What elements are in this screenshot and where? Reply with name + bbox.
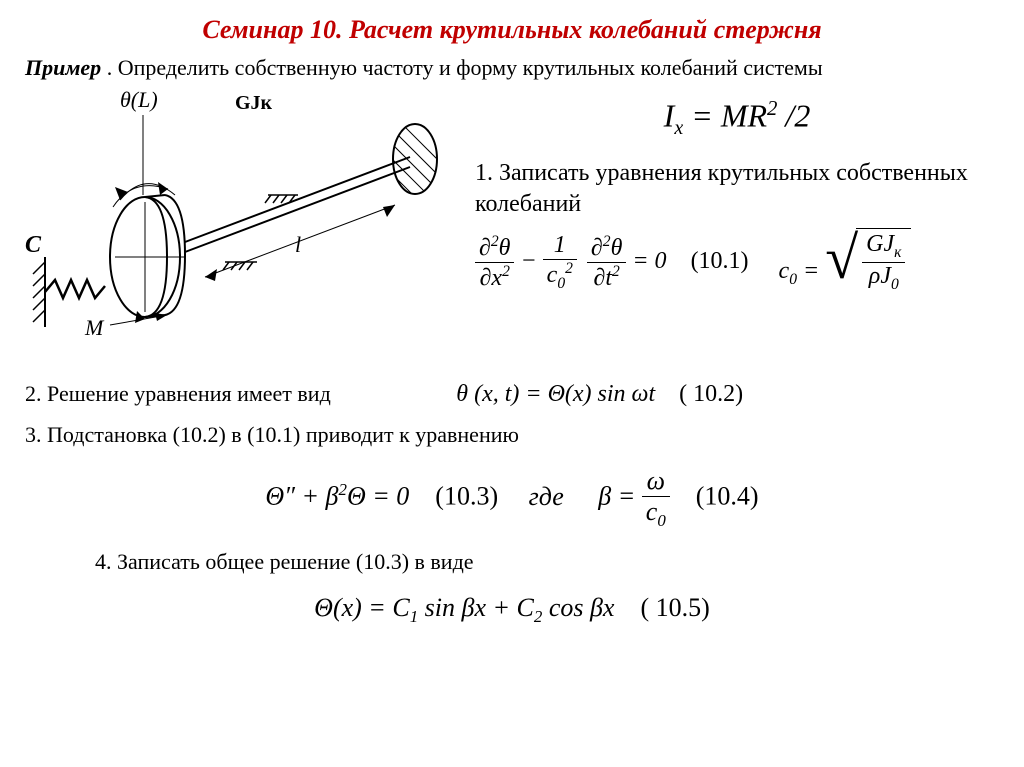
equation-c0: c0 = √ GJк ρJ0 [779,228,912,296]
inertia-equation: Ix = MR2 /2 [475,97,999,140]
step-3-line: 3. Подстановка (10.2) в (10.1) приводит … [25,422,999,448]
page-title: Семинар 10. Расчет крутильных колебаний … [25,15,999,45]
step-1-text: 1. Записать уравнения крутильных собстве… [475,158,999,220]
example-text: . Определить собственную частоту и форму… [101,55,822,80]
equation-10-1: ∂2θ ∂x2 − 1 c02 ∂2θ ∂t2 = 0 (10.1) [475,232,749,293]
diagram-svg: l M [25,87,455,367]
svg-text:M: M [84,315,105,340]
example-bold: Пример [25,55,101,80]
example-line: Пример . Определить собственную частоту … [25,55,999,81]
step-2-line: 2. Решение уравнения имеет вид θ (x, t) … [25,381,999,408]
theta-L-label: θ(L) [120,87,158,113]
equation-10-1-row: ∂2θ ∂x2 − 1 c02 ∂2θ ∂t2 = 0 (10.1) c0 = [475,228,999,296]
step-4-line: 4. Записать общее решение (10.3) в виде [95,549,999,575]
equation-10-5: Θ(x) = C1 sin βx + C2 cos βx ( 10.5) [25,593,999,627]
equation-10-2: θ (x, t) = Θ(x) sin ωt ( 10.2) [456,381,743,407]
GJk-label: GJк [235,92,272,115]
diagram-and-equations-row: θ(L) GJк C [25,87,999,367]
equations-10-3-10-4: Θ″ + β2Θ = 0 (10.3) где β = ω c0 (10.4) [25,466,999,531]
C-label: C [25,232,41,259]
mechanics-diagram: θ(L) GJк C [25,87,455,367]
right-column: Ix = MR2 /2 1. Записать уравнения крутил… [455,87,999,296]
svg-text:l: l [295,232,301,257]
